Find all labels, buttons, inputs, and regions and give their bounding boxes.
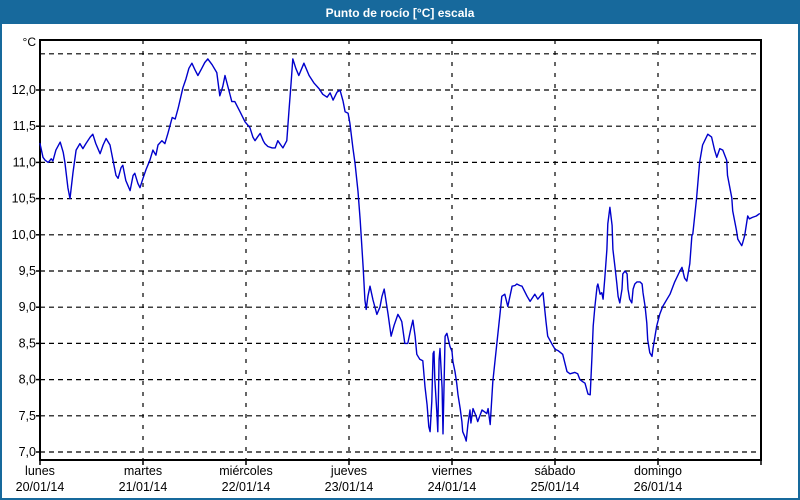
window-titlebar: Punto de rocío [°C] escala xyxy=(2,2,798,24)
plot-border xyxy=(39,39,762,461)
x-day-date: 22/01/14 xyxy=(222,480,271,494)
x-day-name: sábado xyxy=(534,464,575,478)
x-day-label: miércoles 22/01/14 xyxy=(219,464,273,494)
x-day-label: domingo 26/01/14 xyxy=(634,464,683,494)
y-tick-label: 11,5 xyxy=(13,119,36,133)
chart-area: °C 12,0 11,5 11,0 10,5 10,0 9,5 9,0 8,5 8,0 7,5 7,0… xyxy=(2,24,798,498)
x-day-date: 24/01/14 xyxy=(428,480,477,494)
y-tick-label: 10,0 xyxy=(12,228,36,242)
x-day-name: martes xyxy=(124,464,162,478)
y-tick-label: 11,0 xyxy=(13,155,36,169)
x-day-label: viernes 24/01/14 xyxy=(428,464,477,494)
x-day-date: 23/01/14 xyxy=(325,480,374,494)
y-tick-label: 7,0 xyxy=(19,445,36,459)
x-day-label: lunes 20/01/14 xyxy=(16,464,65,494)
x-day-date: 26/01/14 xyxy=(634,480,683,494)
x-day-label: jueves 23/01/14 xyxy=(325,464,374,494)
x-day-date: 20/01/14 xyxy=(16,480,65,494)
x-day-date: 25/01/14 xyxy=(531,480,580,494)
y-tick-label: 9,0 xyxy=(19,300,36,314)
y-tick-label: 7,5 xyxy=(19,409,36,423)
y-axis-unit-label: °C xyxy=(23,35,37,49)
y-tick-label: 8,5 xyxy=(19,336,36,350)
x-day-name: domingo xyxy=(634,464,682,478)
y-tick-label: 8,0 xyxy=(19,373,36,387)
x-day-name: jueves xyxy=(330,464,367,478)
x-day-label: martes 21/01/14 xyxy=(119,464,168,494)
x-day-name: lunes xyxy=(25,464,55,478)
y-tick-label: 12,0 xyxy=(12,83,36,97)
x-day-label: sábado 25/01/14 xyxy=(531,464,580,494)
dewpoint-series-line xyxy=(39,58,760,442)
dewpoint-line-chart: °C 12,0 11,5 11,0 10,5 10,0 9,5 9,0 8,5 8,0 7,5 7,0… xyxy=(12,35,762,494)
x-day-name: viernes xyxy=(432,464,472,478)
y-tick-label: 9,5 xyxy=(19,264,36,278)
x-day-date: 21/01/14 xyxy=(119,480,168,494)
window-title: Punto de rocío [°C] escala xyxy=(325,6,475,20)
y-tick-label: 10,5 xyxy=(12,192,36,206)
x-day-name: miércoles xyxy=(219,464,273,478)
